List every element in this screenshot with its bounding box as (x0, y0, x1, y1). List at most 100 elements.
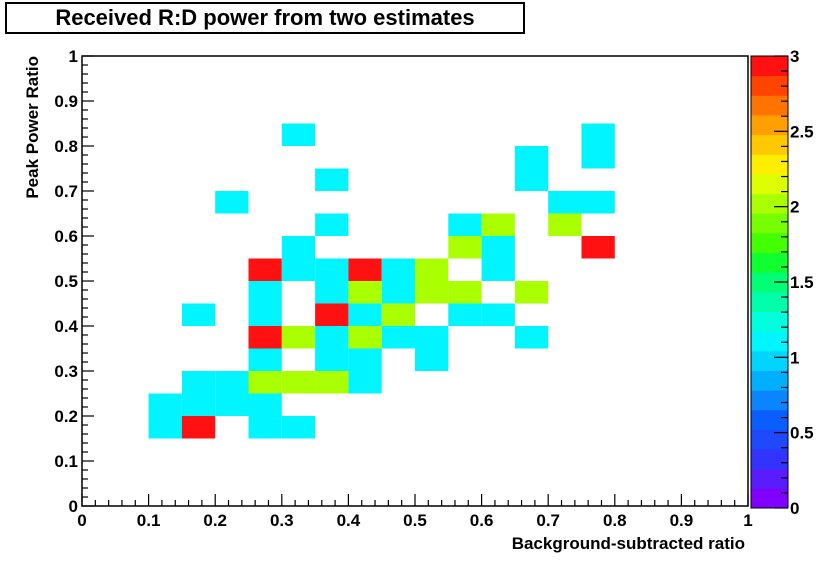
x-tick-label: 0.8 (603, 511, 627, 530)
color-scale-segment (751, 331, 788, 352)
heatmap-cell (315, 213, 349, 236)
y-tick-label: 1 (69, 47, 78, 66)
color-scale-segment (751, 193, 788, 214)
heatmap-cell (248, 348, 282, 371)
color-scale-label: 0 (790, 499, 799, 518)
color-scale-label: 2 (790, 198, 799, 217)
color-scale-segment (751, 95, 788, 116)
heatmap-cell (415, 326, 449, 349)
chart-title: Received R:D power from two estimates (5, 2, 525, 34)
color-scale-segment (751, 252, 788, 273)
color-scale-segment (751, 409, 788, 430)
heatmap-cell (448, 303, 482, 326)
heatmap-cell (281, 123, 316, 146)
y-tick-label: 0.5 (54, 272, 78, 291)
y-tick-label: 0.8 (54, 137, 78, 156)
color-scale-segment (751, 449, 788, 470)
y-axis-ticks: 0 0.1 0.2 0.3 0.4 0.5 0.6 0.7 0.8 0.9 1 (54, 47, 94, 516)
color-scale-segment (751, 56, 788, 77)
heatmap-cell (481, 213, 515, 236)
heatmap-cell (548, 191, 582, 214)
heatmap-cell (315, 326, 349, 349)
heatmap-cell (248, 258, 282, 281)
y-tick-label: 0.6 (54, 227, 78, 246)
heatmap-cell (348, 258, 382, 281)
color-scale-segment (751, 213, 788, 234)
x-tick-label: 0.6 (470, 511, 494, 530)
heatmap-cell (514, 281, 549, 304)
color-scale-segment (751, 468, 788, 489)
color-scale-segment (751, 272, 788, 293)
heatmap-cell (348, 326, 382, 349)
y-tick-label: 0 (69, 497, 78, 516)
heatmap-cell (481, 236, 515, 259)
color-scale-segment (751, 350, 788, 371)
color-scale-segment (751, 488, 788, 509)
x-tick-label: 0 (77, 511, 86, 530)
x-axis-ticks: 0 0.1 0.2 0.3 0.4 0.5 0.6 0.7 0.8 0.9 1 (77, 494, 753, 530)
heatmap-cell (148, 393, 182, 416)
heatmap-cell (315, 303, 349, 326)
heatmap-cell (381, 326, 415, 349)
color-scale-segment (751, 173, 788, 195)
x-axis-label: Background-subtracted ratio (512, 534, 745, 553)
heatmap-cell (581, 146, 615, 169)
x-tick-label: 0.9 (670, 511, 694, 530)
y-tick-label: 0.1 (54, 452, 78, 471)
heatmap-cell (415, 281, 449, 304)
heatmap-cell (348, 303, 382, 326)
heatmap-cell (248, 281, 282, 304)
color-scale-segment (751, 291, 788, 312)
heatmap-cell (448, 213, 482, 236)
heatmap-cell (348, 281, 382, 304)
heatmap-cell (415, 258, 449, 281)
y-tick-label: 0.7 (54, 182, 78, 201)
heatmap-cell (248, 371, 282, 394)
heatmap-cell (315, 348, 349, 371)
heatmap-cell (581, 191, 615, 214)
color-scale-segment (751, 75, 788, 96)
heatmap-cells (148, 123, 615, 439)
color-scale-label: 3 (790, 47, 799, 66)
heatmap-cell (215, 191, 249, 214)
color-scale-ticks: 0 0.5 1 1.5 2 2.5 3 (774, 47, 814, 518)
color-scale-segment (751, 390, 788, 411)
heatmap-cell (148, 416, 182, 439)
heatmap-cell (448, 281, 482, 304)
color-scale-segment (751, 429, 788, 450)
color-scale-segment (751, 114, 788, 136)
y-tick-label: 0.4 (54, 317, 78, 336)
heatmap-cell (181, 371, 216, 394)
heatmap-cell (315, 371, 349, 394)
heatmap-cell (381, 281, 415, 304)
x-tick-label: 0.2 (203, 511, 227, 530)
heatmap-cell (514, 168, 549, 191)
heatmap-cell (348, 371, 382, 394)
x-tick-label: 0.7 (536, 511, 560, 530)
heatmap-cell (348, 348, 382, 371)
heatmap-cell (315, 258, 349, 281)
heatmap-cell (481, 258, 515, 281)
heatmap-cell (481, 303, 515, 326)
y-tick-label: 0.9 (54, 92, 78, 111)
y-axis-label: Peak Power Ratio (23, 56, 42, 199)
y-tick-label: 0.3 (54, 362, 78, 381)
color-scale-segment (751, 232, 788, 254)
heatmap-cell (514, 146, 549, 169)
color-scale-segment (751, 134, 788, 155)
heatmap-cell (248, 326, 282, 349)
x-tick-label: 0.4 (337, 511, 361, 530)
x-tick-label: 0.5 (403, 511, 427, 530)
heatmap-cell (381, 258, 415, 281)
heatmap-cell (215, 371, 249, 394)
heatmap-cell (281, 258, 316, 281)
heatmap-cell (581, 236, 615, 259)
heatmap-cell (581, 123, 615, 146)
heatmap-cell (181, 416, 216, 439)
heatmap-cell (281, 416, 316, 439)
heatmap-cell (548, 213, 582, 236)
heatmap-cell (514, 326, 549, 349)
color-scale-bar (750, 55, 789, 509)
heatmap-cell (281, 326, 316, 349)
